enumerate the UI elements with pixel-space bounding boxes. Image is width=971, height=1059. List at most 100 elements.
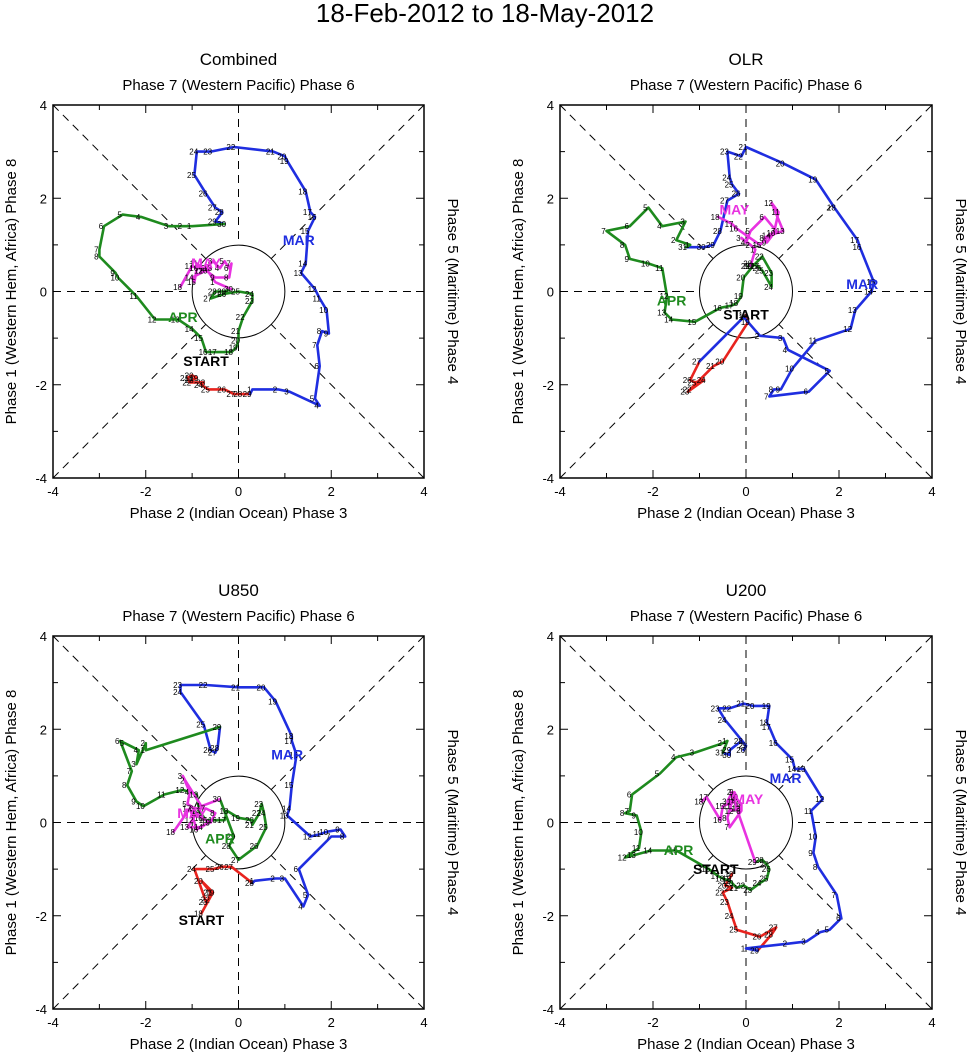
day-label: 29 — [243, 390, 252, 399]
unit-circle — [699, 775, 793, 870]
day-label: 27 — [224, 863, 233, 872]
chart-title: Combined — [200, 50, 278, 69]
day-label: 12 — [725, 807, 734, 816]
month-label-apr: APR — [657, 292, 687, 308]
day-label: 22 — [226, 143, 235, 152]
day-label: 6 — [625, 222, 630, 231]
day-label: 13 — [171, 315, 180, 324]
day-label: 12 — [815, 795, 824, 804]
day-label: 29 — [208, 218, 217, 227]
day-label: 4 — [314, 402, 319, 411]
day-label: 27 — [769, 923, 778, 932]
day-label: 18 — [715, 874, 724, 883]
day-label: 10 — [641, 260, 650, 269]
day-label: 23 — [245, 297, 254, 306]
day-label: 29 — [722, 746, 731, 755]
day-label: 27 — [208, 204, 217, 213]
day-label: 17 — [850, 236, 859, 245]
day-label: 17 — [699, 793, 708, 802]
day-label: 14 — [727, 798, 736, 807]
day-label: 2 — [671, 236, 676, 245]
day-label: 14 — [185, 274, 194, 283]
day-label: 3 — [736, 234, 741, 243]
day-label: 18 — [827, 204, 836, 213]
chart-panel-olr: OLR Phase 7 (Western Pacific) Phase 6 Phas… — [510, 50, 969, 522]
month-label-may: MAY — [719, 202, 749, 218]
day-label: 6 — [627, 791, 632, 800]
day-label: 20 — [725, 879, 734, 888]
day-label: 31 — [715, 749, 724, 758]
day-label: 29 — [217, 288, 226, 297]
chart-title: U200 — [726, 581, 767, 600]
day-label: 10 — [319, 828, 328, 837]
y-tick-label: 2 — [40, 722, 47, 737]
day-label: 21 — [266, 148, 275, 157]
day-label: 25 — [729, 926, 738, 935]
day-label: 20 — [231, 336, 240, 345]
month-label-may: MAY — [191, 255, 221, 271]
day-label: 26 — [762, 865, 771, 874]
x-tick-label: -4 — [47, 484, 59, 499]
chart-title: OLR — [729, 50, 764, 69]
y-tick-label: 0 — [547, 285, 554, 300]
day-label: 8 — [94, 253, 99, 262]
top-phase-label: Phase 7 (Western Pacific) Phase 6 — [630, 77, 862, 94]
diagonal-guide — [52, 635, 425, 1010]
day-label: 4 — [815, 928, 820, 937]
bottom-phase-label: Phase 2 (Indian Ocean) Phase 3 — [130, 505, 348, 522]
day-label: 10 — [319, 306, 328, 315]
x-tick-label: 0 — [742, 1015, 749, 1030]
month-label-mar: MAR — [770, 770, 802, 786]
day-label: 9 — [762, 239, 767, 248]
day-label: 25 — [755, 267, 764, 276]
day-label: 24 — [245, 290, 254, 299]
day-label: 23 — [173, 681, 182, 690]
day-label: 17 — [725, 220, 734, 229]
day-label: 3 — [284, 388, 289, 397]
day-label: 1 — [731, 805, 736, 814]
month-label-may: MAY — [733, 791, 763, 807]
day-label: 2 — [180, 777, 185, 786]
day-label: 23 — [764, 269, 773, 278]
day-label: 4 — [657, 222, 662, 231]
day-label: 13 — [848, 306, 857, 315]
day-label: 5 — [643, 204, 648, 213]
top-phase-label: Phase 7 (Western Pacific) Phase 6 — [122, 77, 354, 94]
day-label: 18 — [219, 807, 228, 816]
day-label: 21 — [739, 143, 748, 152]
day-label: 14 — [192, 807, 201, 816]
day-label: 11 — [723, 802, 732, 811]
y-tick-label: -2 — [542, 909, 554, 924]
day-label: 31 — [678, 243, 687, 252]
day-label: 17 — [725, 301, 734, 310]
day-label: 15 — [194, 334, 203, 343]
day-label: 2 — [783, 940, 788, 949]
diagonal-guide — [52, 104, 425, 479]
day-label: 8 — [813, 863, 818, 872]
day-label: 27 — [231, 856, 240, 865]
day-label: 28 — [208, 288, 217, 297]
chart-panels: Combined Phase 7 (Western Pacific) Phase … — [3, 50, 969, 1053]
day-label: 7 — [601, 227, 606, 236]
series-line-feb — [193, 865, 254, 915]
day-label: 11 — [771, 208, 780, 217]
day-label: 10 — [766, 229, 775, 238]
diagonal-guide — [559, 635, 933, 1010]
day-label: 23 — [680, 388, 689, 397]
x-tick-label: -4 — [47, 1015, 59, 1030]
y-tick-label: -4 — [542, 1002, 554, 1017]
day-label: 11 — [804, 807, 813, 816]
day-label: 16 — [189, 264, 198, 273]
day-label: 21 — [729, 884, 738, 893]
day-label: 21 — [231, 327, 240, 336]
day-label: 8 — [759, 234, 764, 243]
day-label: 16 — [729, 225, 738, 234]
day-label: 11 — [655, 264, 664, 273]
day-label: 15 — [201, 819, 210, 828]
day-label: 11 — [190, 809, 199, 818]
day-label: 11 — [129, 292, 138, 301]
day-label: 1 — [741, 944, 746, 953]
day-label: 20 — [257, 683, 266, 692]
diagonal-guide — [559, 635, 933, 1010]
x-tick-label: -2 — [647, 1015, 659, 1030]
